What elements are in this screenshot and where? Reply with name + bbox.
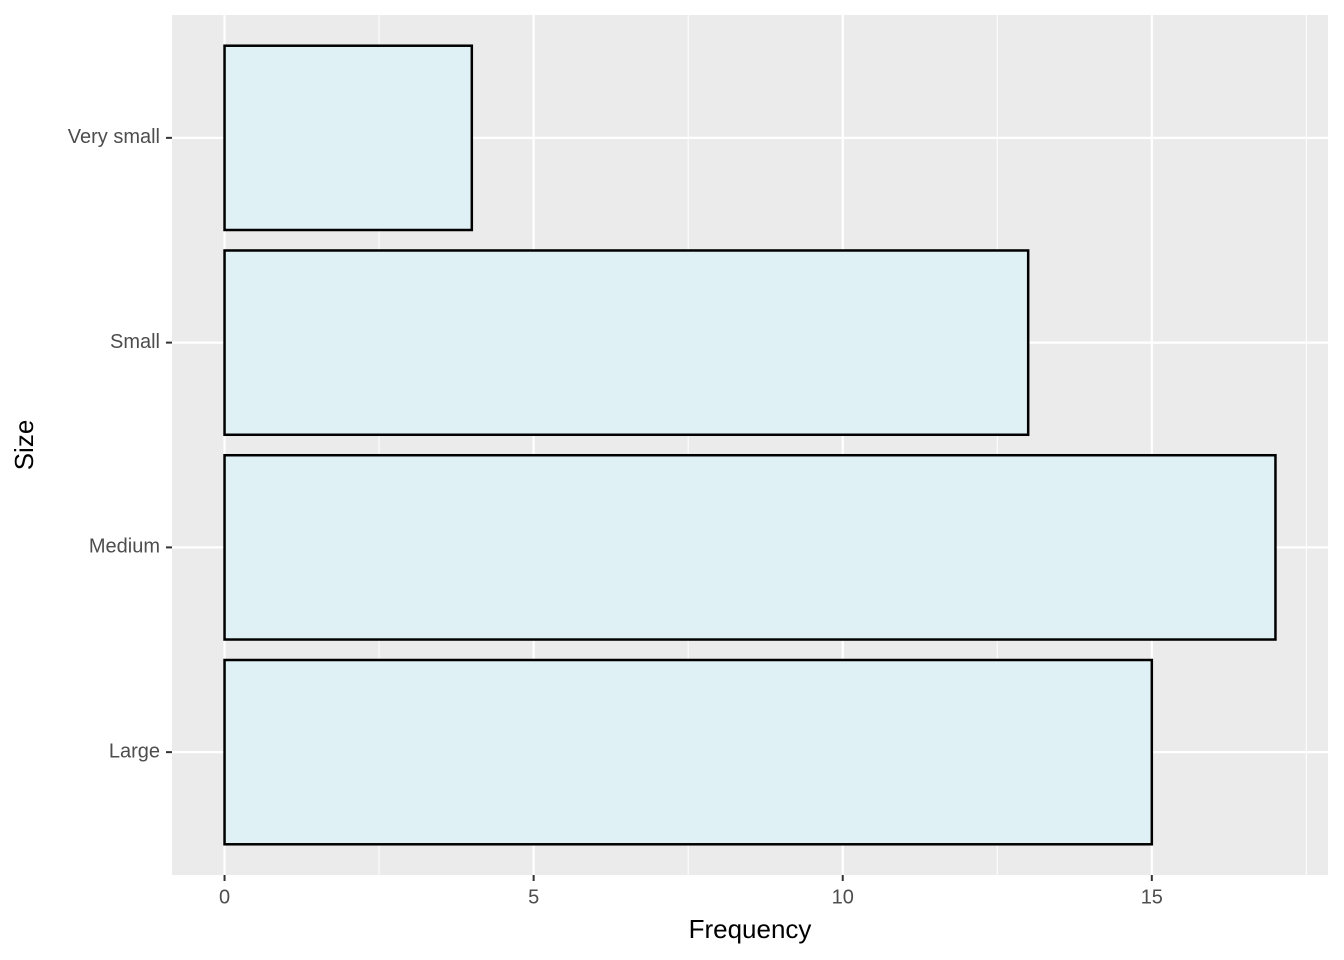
y-tick-label: Large (109, 740, 160, 762)
bar (223, 249, 1030, 437)
x-axis-title: Frequency (689, 914, 812, 944)
bars (223, 44, 1277, 846)
bar (223, 658, 1154, 846)
x-tick-label: 15 (1141, 886, 1163, 908)
y-tick-label: Small (110, 331, 160, 353)
x-tick-label: 0 (219, 886, 230, 908)
bar (223, 453, 1277, 641)
y-tick-label: Medium (89, 536, 160, 558)
y-axis-title: Size (9, 420, 39, 471)
x-tick-label: 5 (528, 886, 539, 908)
x-tick-label: 10 (832, 886, 854, 908)
y-tick-label: Very small (68, 126, 160, 148)
bar (223, 44, 474, 232)
